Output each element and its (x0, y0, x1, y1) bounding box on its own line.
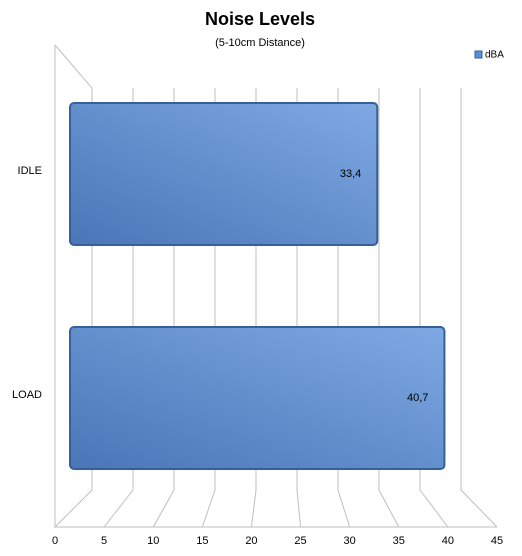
x-tick-label: 30 (344, 535, 356, 547)
grid-line (378, 88, 400, 528)
x-tick-label: 20 (245, 535, 257, 547)
y-tick-label: LOAD (12, 389, 42, 401)
chart-title: Noise Levels (205, 9, 315, 29)
x-tick-label: 0 (52, 535, 58, 547)
chart-subtitle: (5-10cm Distance) (215, 37, 305, 49)
y-tick-label: IDLE (18, 165, 42, 177)
x-tick-label: 25 (294, 535, 306, 547)
bar (69, 102, 379, 246)
grid-line (419, 88, 449, 528)
x-tick-label: 10 (147, 535, 159, 547)
data-label: 33,4 (340, 168, 361, 180)
legend-swatch (474, 50, 483, 59)
side-wall (54, 44, 93, 529)
bar (69, 326, 446, 470)
x-tick-label: 35 (393, 535, 405, 547)
grid-line (460, 88, 498, 528)
data-label: 40,7 (407, 392, 428, 404)
x-tick-label: 40 (442, 535, 454, 547)
legend-label: dBA (485, 50, 504, 61)
x-tick-label: 15 (196, 535, 208, 547)
x-tick-label: 5 (101, 535, 107, 547)
x-tick-label: 45 (491, 535, 503, 547)
